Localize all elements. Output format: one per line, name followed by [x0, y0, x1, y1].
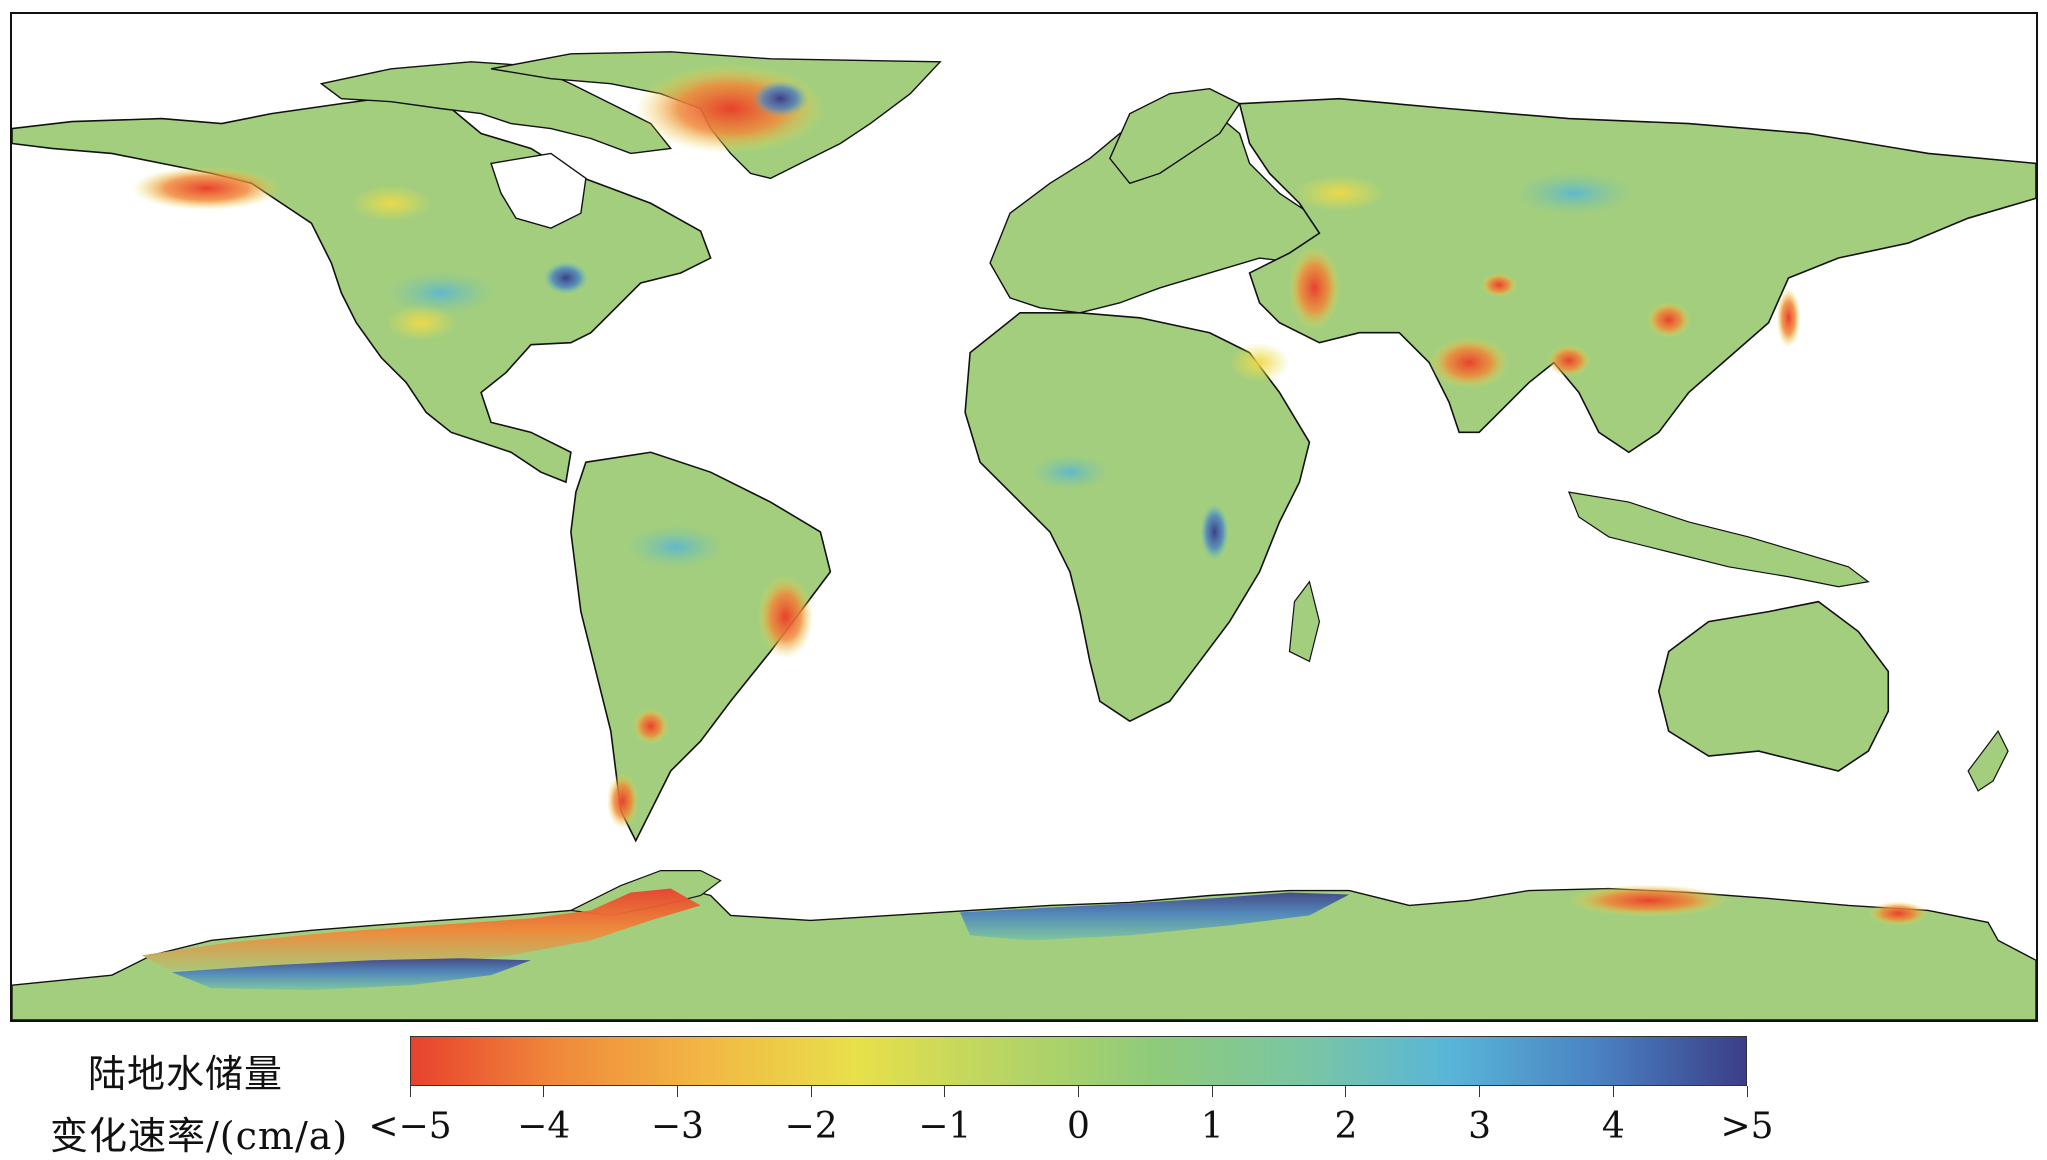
world-map-svg	[12, 51, 2036, 1020]
japan-loss	[1776, 287, 1801, 348]
lake-victoria-gain	[1200, 504, 1229, 560]
colorbar-tick-label: −4	[517, 1106, 571, 1147]
na-yellow-1	[386, 304, 457, 341]
north-india-loss	[1429, 336, 1510, 389]
na-yellow-2	[351, 185, 432, 222]
great-lakes	[543, 262, 588, 294]
colorbar-tick-label: −3	[650, 1106, 704, 1147]
east-antarctica-loss-2	[1868, 901, 1929, 926]
colorbar-tick-mark	[1746, 1086, 1748, 1097]
colorbar-tick-mark	[543, 1086, 545, 1097]
colorbar-tick-mark	[1479, 1086, 1481, 1097]
colorbar-tick-mark	[676, 1086, 678, 1097]
andes-loss	[632, 708, 669, 745]
amazon-gain	[625, 524, 726, 569]
colorbar-tick-label: 1	[1200, 1106, 1224, 1147]
legend-title-line1: 陆地水储量	[88, 1052, 284, 1096]
bangladesh-loss	[1546, 344, 1591, 377]
colorbar-tick-mark	[1211, 1086, 1213, 1097]
colorbar-tick-mark	[409, 1086, 411, 1097]
asia	[1238, 97, 2036, 454]
greenland-gain-zone	[752, 80, 809, 117]
colorbar-tick-mark	[810, 1086, 812, 1097]
colorbar-tick-mark	[1078, 1086, 1079, 1097]
west-antarctica-loss	[141, 888, 701, 976]
colorbar-tick-label: −2	[784, 1106, 838, 1147]
na-plains-blue	[386, 270, 497, 315]
colorbar	[410, 1036, 1747, 1086]
north-america	[12, 94, 712, 484]
east-antarctica-loss-1	[1568, 884, 1729, 917]
colorbar-tick-mark	[944, 1086, 946, 1097]
scandinavia	[1109, 87, 1241, 185]
colorbar-tick-mark	[1345, 1086, 1347, 1097]
north-china-loss	[1646, 301, 1691, 338]
africa	[964, 312, 1311, 723]
russia-yellow	[1294, 175, 1385, 212]
colorbar-tick-label: 3	[1468, 1106, 1492, 1147]
west-antarctica-gain	[171, 958, 531, 991]
patagonia-loss	[606, 772, 639, 829]
east-antarctica-gain	[960, 892, 1350, 941]
indonesia	[1567, 491, 1870, 588]
new-zealand	[1967, 730, 2009, 792]
arabia-yellow	[1229, 342, 1290, 383]
brazil-loss-zone	[757, 574, 814, 659]
sahel-gain	[1029, 454, 1110, 491]
colorbar-tick-label: −1	[918, 1106, 972, 1147]
colorbar-tick-label: >5	[1720, 1106, 1774, 1147]
colorbar-tick-label: 0	[1067, 1106, 1090, 1147]
siberia-gain	[1514, 171, 1634, 216]
tibet-loss	[1481, 272, 1518, 297]
australia	[1657, 600, 1890, 772]
legend-title-line2: 变化速率/(cm/a)	[50, 1114, 349, 1158]
caspian-loss	[1288, 246, 1341, 330]
world-map	[10, 12, 2038, 1022]
alaska-loss-zone	[131, 166, 282, 211]
madagascar	[1288, 580, 1321, 663]
colorbar-tick-label: <−5	[368, 1106, 452, 1147]
hudson-bay	[490, 152, 587, 229]
colorbar-tick-label: 4	[1601, 1106, 1625, 1147]
colorbar-tick-mark	[1612, 1086, 1614, 1097]
colorbar-tick-label: 2	[1334, 1106, 1358, 1147]
antarctica	[12, 884, 2036, 1020]
